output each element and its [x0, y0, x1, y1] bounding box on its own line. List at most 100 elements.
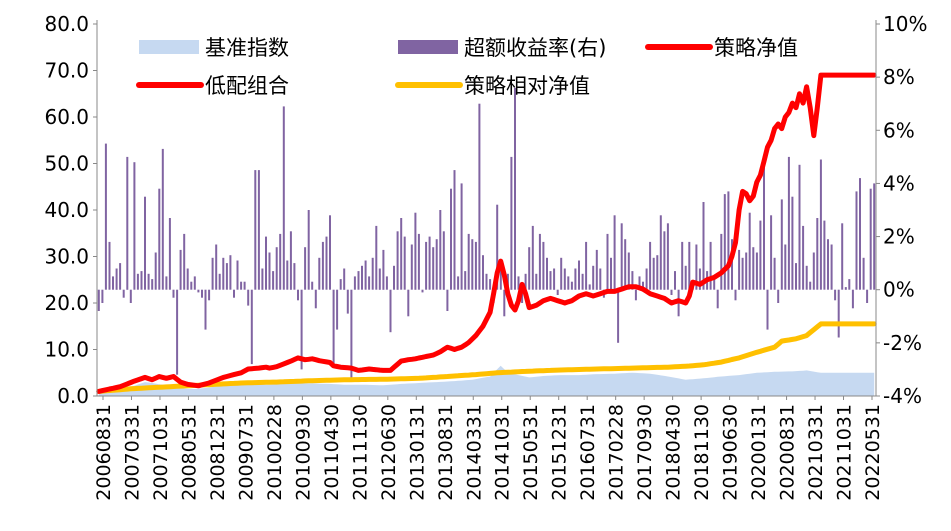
excess-return-bar [695, 244, 698, 290]
left-tick-label: 20.0 [44, 291, 89, 315]
excess-return-bar [457, 276, 460, 290]
excess-return-bar [570, 281, 573, 290]
excess-return-bar [286, 260, 289, 290]
excess-return-bar [272, 271, 275, 290]
x-tick-label: 20071031 [150, 404, 172, 501]
left-tick-label: 0.0 [57, 384, 89, 408]
excess-return-bar [731, 239, 733, 290]
excess-return-bar [613, 215, 616, 290]
x-tick-label: 20200831 [777, 404, 799, 501]
excess-return-bar [827, 239, 829, 290]
excess-return-bar [841, 223, 844, 290]
excess-return-bar [709, 241, 712, 290]
excess-return-bar [773, 257, 776, 290]
excess-return-bar [780, 199, 783, 290]
excess-return-bar [357, 271, 360, 290]
excess-return-bar [837, 289, 840, 338]
excess-return-bar [553, 268, 556, 290]
excess-return-bar [229, 255, 232, 290]
excess-return-bar [688, 241, 691, 290]
excess-return-bar [581, 273, 584, 290]
excess-return-bar [528, 247, 531, 290]
excess-return-bar [823, 220, 826, 290]
excess-return-bar [289, 231, 292, 290]
excess-return-bar [485, 273, 488, 290]
x-tick-label: 20220531 [862, 404, 884, 501]
x-tick-label: 20141031 [492, 404, 514, 501]
right-tick-label: 2% [883, 225, 915, 249]
x-tick-label: 20081231 [207, 404, 229, 501]
excess-return-bar [538, 233, 541, 290]
x-tick-label: 20160731 [577, 404, 599, 501]
excess-return-bar [681, 241, 684, 290]
excess-return-bar [578, 260, 580, 290]
excess-return-bar [435, 239, 438, 290]
excess-return-bar [382, 249, 385, 290]
excess-return-bar [535, 273, 538, 290]
x-tick-label: 20080531 [178, 404, 200, 501]
excess-return-bar [670, 289, 673, 295]
excess-return-bar [133, 162, 136, 290]
excess-return-bar [410, 244, 413, 290]
excess-return-bar [819, 159, 822, 290]
excess-return-bar [140, 271, 143, 290]
excess-return-bar [204, 289, 207, 330]
excess-return-bar [343, 268, 346, 290]
excess-return-bar [165, 276, 168, 290]
excess-return-bar [222, 257, 225, 290]
left-tick-label: 30.0 [44, 245, 89, 269]
excess-return-bar [752, 247, 755, 290]
excess-return-bar [407, 289, 410, 317]
axes: 0.0 10.0 20.0 30.0 40.0 50.0 60.0 70.0 80.0 -4% -2… [44, 12, 927, 501]
excess-return-bar [809, 281, 812, 290]
excess-return-bar [236, 260, 239, 290]
excess-return-bar [151, 279, 154, 290]
excess-return-bar [268, 252, 271, 290]
right-tick-label: -4% [883, 384, 922, 408]
excess-return-bar [101, 289, 104, 303]
excess-return-bar [848, 279, 851, 290]
x-tick-label: 20151231 [549, 404, 571, 501]
excess-return-bar [183, 233, 186, 290]
excess-return-bar [172, 289, 175, 298]
excess-return-bar [592, 265, 595, 290]
excess-return-bar [417, 233, 420, 290]
excess-return-bar [816, 218, 819, 290]
left-tick-label: 40.0 [44, 198, 89, 222]
excess-return-bar [314, 289, 317, 309]
excess-return-bar [428, 236, 431, 290]
excess-return-bar [766, 289, 769, 330]
excess-return-bar [482, 255, 484, 290]
excess-return-bar [802, 225, 805, 290]
excess-return-bar [684, 265, 687, 290]
excess-return-bar [851, 289, 854, 309]
excess-return-bar [453, 170, 456, 290]
excess-return-bar [297, 289, 299, 301]
excess-return-bar [179, 249, 182, 290]
excess-return-bar [514, 87, 516, 290]
excess-return-bar [627, 252, 630, 290]
x-tick-label: 20210331 [805, 404, 827, 501]
excess-return-bar [201, 289, 203, 298]
excess-return-bar [713, 276, 716, 290]
excess-return-bar [656, 255, 659, 290]
excess-return-bar [144, 196, 146, 290]
excess-return-bar [588, 284, 591, 290]
excess-return-bar [738, 249, 741, 290]
excess-return-bar [741, 257, 744, 290]
excess-return-bar [378, 268, 381, 290]
excess-return-bar [389, 289, 392, 333]
excess-return-bar [119, 263, 122, 290]
legend-relative-nav: 策略相对净值 [395, 74, 590, 98]
legend-label: 策略净值 [714, 36, 798, 60]
excess-return-bar [225, 263, 228, 290]
legend-label: 策略相对净值 [464, 74, 590, 98]
x-tick-label: 20181130 [691, 404, 713, 501]
excess-return-bar [350, 289, 353, 380]
excess-return-bar [446, 289, 449, 311]
excess-return-bar [478, 103, 481, 290]
excess-return-bar [385, 276, 388, 290]
excess-return-bar [745, 252, 748, 290]
excess-return-bar [499, 263, 502, 290]
